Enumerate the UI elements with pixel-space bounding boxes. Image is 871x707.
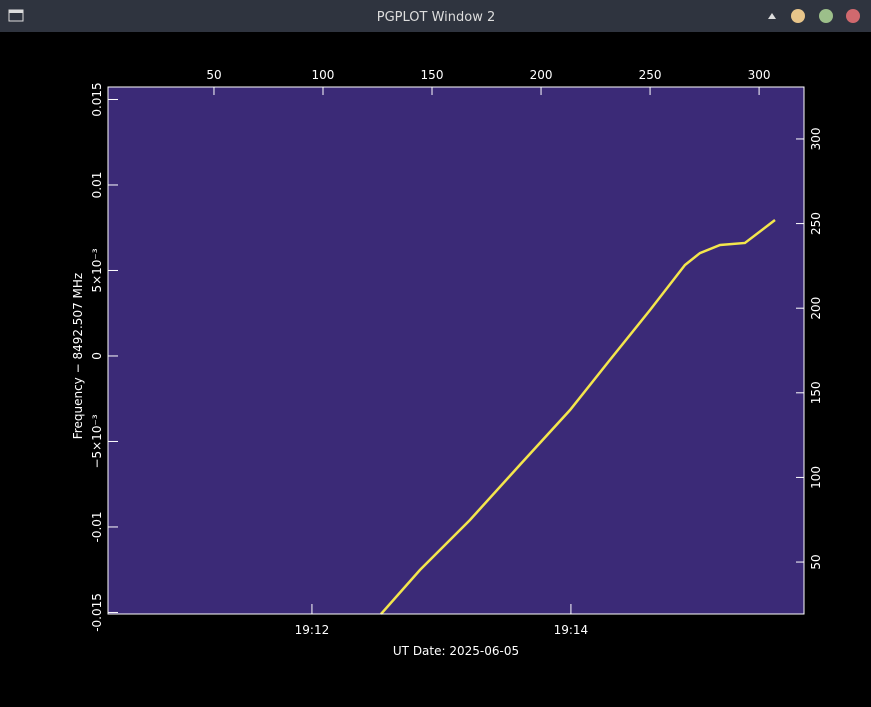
x2-tick-label: 50 xyxy=(206,68,221,82)
y2-tick-label: 50 xyxy=(809,554,823,569)
x2-tick-label: 150 xyxy=(421,68,444,82)
window-icon-bar xyxy=(9,10,23,13)
x2-tick-label: 300 xyxy=(748,68,771,82)
y-tick-label: 0 xyxy=(90,352,104,360)
plot-frame xyxy=(107,86,805,615)
close-button[interactable] xyxy=(846,9,860,23)
y2-tick-label: 300 xyxy=(809,128,823,151)
y-tick-label: -0.01 xyxy=(90,511,104,542)
y2-tick-label: 150 xyxy=(809,381,823,404)
y2-tick-label: 200 xyxy=(809,297,823,320)
window-title: PGPLOT Window 2 xyxy=(377,10,496,25)
y-tick-label: 0.015 xyxy=(90,82,104,116)
x2-tick-label: 200 xyxy=(530,68,553,82)
x-axis-label: UT Date: 2025-06-05 xyxy=(393,644,519,658)
y-tick-label: 0.01 xyxy=(90,172,104,199)
y2-tick-label: 100 xyxy=(809,466,823,489)
title-bar xyxy=(0,0,871,32)
x-tick-label: 19:14 xyxy=(554,623,589,637)
y-axis-label: Frequency − 8492.507 MHz xyxy=(71,273,85,439)
x2-tick-label: 100 xyxy=(312,68,335,82)
signal-trace xyxy=(380,219,776,615)
y-tick-label: −5×10⁻³ xyxy=(90,414,104,468)
x-tick-label: 19:12 xyxy=(295,623,330,637)
plot-area xyxy=(108,87,804,614)
x2-tick-label: 250 xyxy=(639,68,662,82)
maximize-button[interactable] xyxy=(819,9,833,23)
y-tick-label: 5×10⁻³ xyxy=(90,248,104,292)
minimize-button[interactable] xyxy=(791,9,805,23)
y2-tick-label: 250 xyxy=(809,212,823,235)
shade-button[interactable] xyxy=(768,13,776,19)
y-tick-label: -0.015 xyxy=(90,593,104,632)
